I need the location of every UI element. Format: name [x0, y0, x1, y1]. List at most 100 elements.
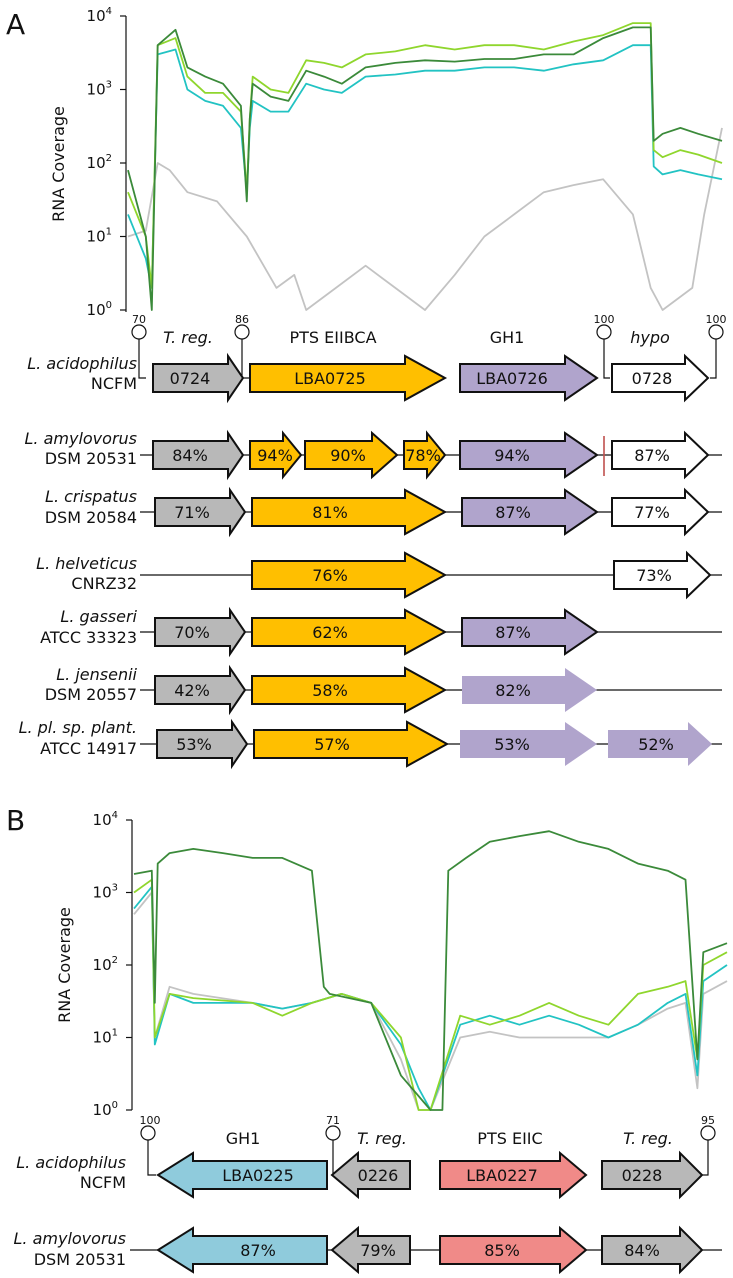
- panel-a-row-jensenii: L. jensenii DSM 20557 42% 58% 82%: [45, 664, 722, 716]
- gene-arrow: LBA0225: [156, 1151, 328, 1199]
- panel-a-terminator-3: 100: [594, 313, 615, 379]
- gene-label: 58%: [312, 681, 348, 700]
- gene-arrow: 87%: [461, 608, 599, 656]
- species-name: L. acidophilus: [16, 1153, 126, 1172]
- species-name: L. acidophilus: [27, 354, 137, 373]
- gene-arrow: 53%: [460, 722, 597, 766]
- panel-a-terminator-2-label: 86: [235, 313, 249, 326]
- strain-name: ATCC 14917: [40, 739, 137, 758]
- gene-label: 94%: [494, 446, 530, 465]
- panel-a-row-crispatus: L. crispatus DSM 20584 71% 81% 87% 77%: [45, 486, 722, 538]
- y-tick-label: 102: [87, 153, 112, 172]
- gene-arrow: 94%: [249, 430, 303, 480]
- series-cyan: [127, 44, 723, 289]
- gene-label: 70%: [174, 623, 210, 642]
- gene-arrow: 62%: [251, 608, 448, 656]
- gene-label: 87%: [495, 623, 531, 642]
- series-light-green: [133, 878, 728, 1111]
- species-name: L. crispatus: [45, 487, 137, 506]
- gene-arrow: 71%: [154, 486, 247, 538]
- panel-a-row-helveticus: L. helveticus CNRZ32 76% 73%: [36, 550, 722, 600]
- gene-label: 81%: [312, 503, 348, 522]
- species-name: L. pl. sp. plant.: [19, 718, 137, 737]
- gene-label: 94%: [257, 446, 293, 465]
- gene-arrow: 79%: [330, 1225, 411, 1275]
- y-tick-label: 104: [93, 810, 118, 829]
- gene-label: 79%: [360, 1241, 396, 1260]
- gene-label: 85%: [484, 1241, 520, 1260]
- panel-a-row-amylovorus: L. amylovorus DSM 20531 84% 94% 90% 78% …: [25, 429, 722, 481]
- species-name: L. amylovorus: [25, 429, 138, 448]
- gene-arrow: 70%: [154, 606, 247, 658]
- panel-a-row-gasseri: L. gasseri ATCC 33323 70% 62% 87%: [40, 606, 722, 658]
- gene-label: 87%: [495, 503, 531, 522]
- gene-arrow: LBA0227: [439, 1150, 588, 1200]
- panel-b-terminator-1: 100: [140, 1114, 161, 1176]
- y-tick-label: 100: [87, 300, 112, 319]
- gene-label: 82%: [495, 681, 531, 700]
- panel-b-letter: B: [6, 804, 25, 837]
- panel-a-y-axis-label: RNA Coverage: [49, 106, 68, 222]
- strain-name: NCFM: [91, 374, 137, 393]
- gene-label: 0226: [358, 1166, 399, 1185]
- gene-arrow: 87%: [156, 1226, 328, 1274]
- panel-a-row-plantarum: L. pl. sp. plant. ATCC 14917 53% 57% 53%…: [19, 718, 722, 770]
- gene-label: 87%: [240, 1241, 276, 1260]
- panel-b-header-gh1: GH1: [226, 1129, 261, 1148]
- gene-label: 71%: [174, 503, 210, 522]
- panel-b-header-pts: PTS EIIC: [477, 1129, 542, 1148]
- gene-arrow: 0724: [152, 352, 245, 404]
- panel-b-terminator-3: 95: [700, 1114, 716, 1176]
- gene-label: 57%: [314, 735, 350, 754]
- gene-arrow: 76%: [251, 551, 448, 599]
- gene-arrow: 0226: [330, 1150, 411, 1200]
- panel-a-coverage-chart: RNA Coverage 100 101 102 103 104: [49, 6, 723, 319]
- series-gray: [127, 127, 723, 311]
- series-light-green: [127, 22, 723, 289]
- strain-name: ATCC 33323: [40, 628, 137, 647]
- strain-name: NCFM: [80, 1173, 126, 1192]
- gene-arrow: 90%: [304, 430, 399, 480]
- species-name: L. gasseri: [60, 607, 137, 626]
- panel-b-terminator-2-label: 71: [326, 1114, 340, 1127]
- panel-a-terminator-4-label: 100: [706, 313, 727, 326]
- panel-b-y-ticks: 100 101 102 103 104: [93, 810, 132, 1119]
- strain-name: CNRZ32: [71, 574, 137, 593]
- gene-arrow: 77%: [611, 487, 710, 537]
- panel-a-row-acidophilus: L. acidophilus NCFM 0724 LBA0725 LBA0726…: [27, 352, 710, 404]
- panel-b-terminator-3-label: 95: [701, 1114, 715, 1127]
- series-dark-green: [127, 26, 723, 311]
- gene-label: LBA0726: [476, 369, 548, 388]
- panel-a-header-treg: T. reg.: [163, 328, 213, 347]
- y-tick-label: 101: [87, 227, 112, 246]
- gene-label: 0724: [170, 369, 211, 388]
- gene-arrow: 53%: [156, 718, 249, 770]
- gene-arrow: 0228: [601, 1150, 704, 1200]
- gene-label: 84%: [624, 1241, 660, 1260]
- gene-arrow: 94%: [459, 431, 599, 479]
- gene-arrow: 87%: [461, 488, 599, 536]
- panel-b-terminator-2: 71: [325, 1114, 341, 1176]
- y-tick-label: 104: [87, 6, 112, 25]
- gene-arrow: 84%: [152, 429, 245, 481]
- panel-b-terminator-1-label: 100: [140, 1114, 161, 1127]
- y-tick-label: 102: [93, 955, 118, 974]
- series-dark-green: [133, 830, 728, 1111]
- gene-arrow: 73%: [613, 550, 712, 600]
- gene-label: LBA0227: [466, 1166, 538, 1185]
- gene-label: 0728: [632, 369, 673, 388]
- panel-a-terminator-1-label: 70: [132, 313, 146, 326]
- gene-arrow: 78%: [403, 430, 447, 480]
- gene-arrow: 52%: [608, 722, 712, 766]
- gene-label: 76%: [312, 566, 348, 585]
- gene-label: 52%: [638, 735, 674, 754]
- gene-label: 0228: [622, 1166, 663, 1185]
- gene-arrow: LBA0725: [249, 354, 448, 402]
- gene-arrow: LBA0726: [459, 354, 599, 402]
- gene-arrow: 87%: [611, 430, 710, 480]
- gene-label: 62%: [312, 623, 348, 642]
- panel-a-terminator-3-label: 100: [594, 313, 615, 326]
- strain-name: DSM 20557: [45, 685, 137, 704]
- gene-label: LBA0725: [294, 369, 366, 388]
